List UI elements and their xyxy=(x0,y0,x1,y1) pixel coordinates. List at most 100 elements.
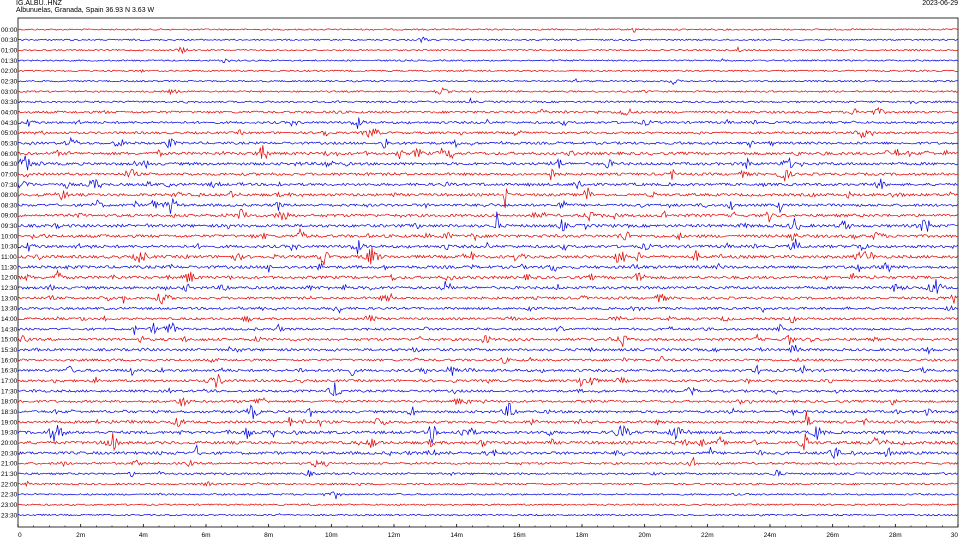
trace-0600 xyxy=(17,145,958,160)
row-label: 20:00 xyxy=(1,440,18,447)
row-time-labels: 00:00 00:30 01:00 01:30 02:00 02:30 03:00 03:30… xyxy=(1,27,18,519)
row-label: 13:30 xyxy=(1,306,18,313)
trace-2200 xyxy=(17,480,958,488)
trace-2030 xyxy=(17,443,958,460)
row-label: 12:30 xyxy=(1,285,18,292)
plot-frame xyxy=(17,17,959,528)
x-tick-label: 2m xyxy=(76,532,85,539)
row-label: 09:30 xyxy=(1,223,18,230)
trace-0130 xyxy=(17,58,958,63)
row-label: 00:00 xyxy=(1,27,18,34)
trace-0530 xyxy=(17,136,958,149)
x-tick-label: 12m xyxy=(388,532,401,539)
row-label: 05:30 xyxy=(1,140,18,147)
row-label: 07:00 xyxy=(1,171,18,178)
row-label: 12:00 xyxy=(1,275,18,282)
row-label: 23:00 xyxy=(1,502,18,509)
trace-2130 xyxy=(17,469,958,478)
x-tick-label: 28m xyxy=(889,532,902,539)
row-label: 01:30 xyxy=(1,58,18,65)
trace-2330 xyxy=(17,513,958,517)
trace-2230 xyxy=(17,491,958,500)
trace-0300 xyxy=(17,87,958,96)
trace-2100 xyxy=(17,456,958,468)
row-label: 10:30 xyxy=(1,244,18,251)
row-label: 08:30 xyxy=(1,202,18,209)
row-label: 02:00 xyxy=(1,68,18,75)
row-label: 19:30 xyxy=(1,430,18,437)
trace-1430 xyxy=(17,322,958,335)
trace-1600 xyxy=(17,356,958,364)
trace-0830 xyxy=(17,198,958,214)
row-label: 18:00 xyxy=(1,399,18,406)
row-label: 16:00 xyxy=(1,357,18,364)
row-label: 02:30 xyxy=(1,79,18,86)
row-label: 22:00 xyxy=(1,481,18,488)
x-tick-label: 4m xyxy=(139,532,148,539)
trace-1100 xyxy=(17,247,958,266)
trace-1130 xyxy=(17,262,958,273)
row-label: 08:00 xyxy=(1,192,18,199)
row-label: 18:30 xyxy=(1,409,18,416)
row-label: 03:00 xyxy=(1,89,18,96)
trace-1330 xyxy=(17,305,958,314)
row-label: 17:30 xyxy=(1,388,18,395)
row-label: 06:00 xyxy=(1,151,18,158)
trace-1930 xyxy=(17,424,958,444)
trace-1630 xyxy=(17,364,958,377)
row-label: 21:00 xyxy=(1,461,18,468)
trace-1230 xyxy=(17,279,958,294)
trace-0630 xyxy=(17,155,958,171)
row-label: 19:00 xyxy=(1,419,18,426)
x-tick-label: 0 xyxy=(18,532,22,539)
trace-1800 xyxy=(17,397,958,407)
row-label: 00:30 xyxy=(1,37,18,44)
row-label: 14:00 xyxy=(1,316,18,323)
row-label: 15:30 xyxy=(1,347,18,354)
x-tick-label: 10m xyxy=(325,532,338,539)
x-tick-label: 26m xyxy=(826,532,839,539)
row-label: 22:30 xyxy=(1,492,18,499)
row-label: 14:30 xyxy=(1,326,18,333)
x-tick-label: 22m xyxy=(701,532,714,539)
row-label: 15:00 xyxy=(1,337,18,344)
trace-2300 xyxy=(17,503,958,507)
row-label: 05:00 xyxy=(1,130,18,137)
x-axis-ticks: 0 2m 4m 6m 8m 10m 12m 14m 16m 18m 20m 22m 24m 26m 28m 3… xyxy=(17,524,959,539)
trace-0800 xyxy=(17,187,958,209)
row-label: 03:30 xyxy=(1,99,18,106)
row-label: 11:00 xyxy=(1,254,17,261)
trace-0730 xyxy=(17,178,958,190)
x-tick-label: 24m xyxy=(764,532,777,539)
plot-border xyxy=(17,17,959,528)
trace-0700 xyxy=(17,168,958,182)
x-tick-label: 30 xyxy=(951,532,959,539)
trace-0330 xyxy=(17,97,958,105)
trace-0930 xyxy=(17,211,958,232)
row-label: 16:30 xyxy=(1,368,18,375)
row-label: 04:00 xyxy=(1,109,18,116)
row-label: 20:30 xyxy=(1,450,18,457)
trace-group xyxy=(17,27,958,517)
trace-1000 xyxy=(17,227,958,242)
trace-1400 xyxy=(17,314,958,324)
x-tick-label: 16m xyxy=(513,532,526,539)
row-label: 23:30 xyxy=(1,512,18,519)
row-label: 11:30 xyxy=(1,264,17,271)
trace-0430 xyxy=(17,117,958,129)
x-tick-label: 20m xyxy=(638,532,651,539)
trace-1300 xyxy=(17,292,958,305)
x-tick-label: 6m xyxy=(201,532,210,539)
station-code: IG.ALBU..HNZ xyxy=(16,0,62,7)
row-label: 13:00 xyxy=(1,295,18,302)
trace-0900 xyxy=(17,208,958,223)
trace-1830 xyxy=(17,403,958,420)
trace-0230 xyxy=(17,78,958,86)
row-label: 06:30 xyxy=(1,161,18,168)
row-label: 21:30 xyxy=(1,471,18,478)
trace-0200 xyxy=(17,69,958,74)
row-label: 10:00 xyxy=(1,233,18,240)
x-tick-label: 18m xyxy=(576,532,589,539)
trace-1530 xyxy=(17,344,958,355)
trace-2000 xyxy=(17,433,958,452)
